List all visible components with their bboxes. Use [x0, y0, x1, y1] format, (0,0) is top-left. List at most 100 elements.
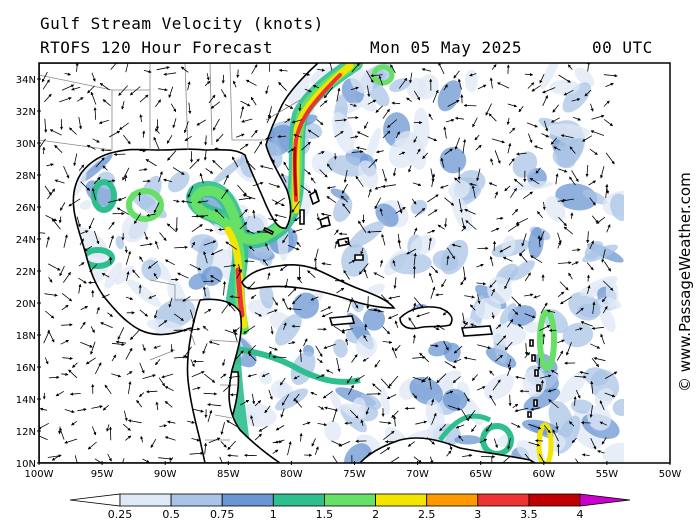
current-arrow — [476, 282, 487, 286]
current-arrow — [251, 64, 258, 75]
current-arrow — [139, 114, 143, 123]
current-arrow — [462, 453, 473, 458]
current-arrow — [220, 189, 229, 200]
current-arrow — [363, 334, 368, 342]
current-arrow — [202, 286, 206, 297]
current-arrow — [576, 307, 584, 315]
current-arrow — [382, 340, 393, 344]
current-arrow — [345, 338, 349, 346]
current-arrow — [316, 213, 320, 221]
current-arrow — [44, 185, 52, 196]
current-arrow — [59, 202, 66, 211]
current-arrow — [268, 218, 278, 222]
current-arrow — [537, 211, 543, 219]
current-arrow — [59, 97, 72, 103]
current-arrow — [123, 134, 131, 145]
lat-label: 12N — [16, 427, 36, 438]
current-arrow — [343, 169, 348, 183]
current-arrow — [124, 246, 128, 254]
current-arrow — [292, 294, 302, 305]
current-arrow — [78, 283, 82, 294]
current-arrow — [150, 438, 157, 448]
current-arrow — [207, 403, 222, 407]
current-arrow — [388, 295, 401, 300]
velocity-cell — [474, 297, 502, 320]
velocity-cell — [428, 340, 453, 357]
current-arrow — [571, 98, 581, 102]
current-arrow — [236, 133, 245, 138]
current-arrow — [370, 74, 383, 78]
velocity-cell — [582, 189, 608, 205]
current-arrow — [46, 236, 50, 248]
current-arrow — [41, 71, 48, 83]
current-arrow — [277, 134, 287, 139]
current-arrow — [284, 118, 291, 124]
current-arrow — [44, 293, 58, 297]
current-arrow — [111, 354, 117, 362]
current-arrow — [413, 456, 422, 463]
current-arrow — [465, 220, 477, 230]
current-arrow — [332, 455, 340, 463]
current-arrow — [220, 441, 227, 448]
current-arrow — [558, 74, 571, 83]
current-arrow — [509, 127, 516, 134]
current-arrow — [604, 119, 614, 127]
current-arrow — [446, 390, 454, 395]
current-arrow — [173, 199, 180, 203]
current-arrow — [158, 377, 166, 387]
current-arrow — [446, 450, 452, 457]
current-arrow — [413, 252, 417, 266]
current-arrow — [158, 171, 163, 183]
current-arrow — [606, 224, 611, 233]
current-arrow — [59, 427, 65, 440]
current-arrow — [412, 182, 422, 187]
current-arrow — [100, 322, 113, 329]
current-arrow — [440, 157, 445, 168]
current-arrow — [144, 231, 148, 241]
current-arrow — [168, 297, 173, 308]
current-arrow — [304, 169, 311, 175]
current-arrow — [438, 63, 445, 75]
current-arrow — [61, 292, 73, 302]
current-arrow — [93, 176, 101, 185]
current-arrow — [575, 390, 581, 399]
current-arrow — [368, 158, 378, 169]
current-arrow — [334, 240, 338, 249]
current-arrow — [142, 458, 150, 463]
current-arrow — [83, 246, 93, 251]
current-arrow — [581, 453, 590, 457]
current-arrow — [388, 314, 399, 319]
current-arrow — [524, 352, 531, 359]
velocity-cell — [358, 160, 379, 189]
current-arrow — [59, 265, 65, 277]
current-arrow — [203, 251, 208, 264]
current-arrow — [233, 80, 237, 88]
current-arrow — [491, 227, 500, 232]
current-arrow — [338, 232, 348, 236]
current-arrow — [533, 145, 543, 150]
velocity-cell — [454, 435, 482, 445]
current-arrow — [580, 321, 593, 327]
current-arrow — [61, 84, 75, 91]
current-arrow — [266, 115, 271, 124]
current-arrow — [45, 310, 55, 319]
current-arrow — [124, 174, 128, 182]
current-arrow — [575, 327, 583, 331]
current-arrow — [589, 240, 594, 250]
current-arrow — [167, 457, 174, 463]
current-arrow — [552, 429, 559, 442]
current-arrow — [529, 177, 540, 185]
current-arrow — [99, 82, 110, 91]
current-arrow — [206, 73, 210, 81]
current-arrow — [558, 261, 572, 265]
current-arrow — [349, 103, 358, 107]
current-arrow — [326, 196, 337, 204]
current-arrow — [136, 399, 143, 408]
current-arrow — [323, 87, 334, 99]
current-arrow — [463, 392, 470, 402]
current-arrow — [346, 375, 353, 384]
current-arrow — [350, 86, 359, 91]
current-arrow — [187, 420, 195, 424]
current-arrow — [77, 408, 87, 412]
current-arrow — [573, 396, 577, 406]
